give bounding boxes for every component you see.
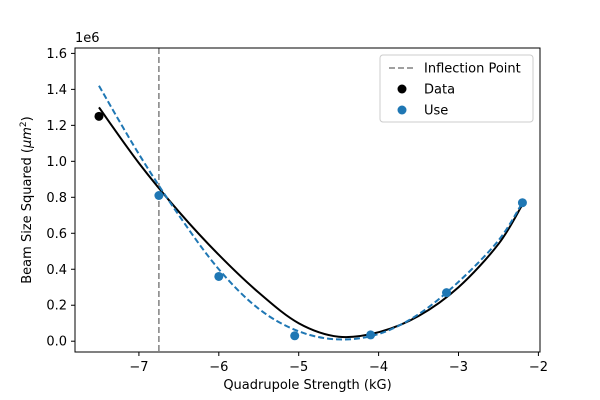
legend-label-use: Use [424, 104, 448, 119]
axes: −7 −6 −5 −4 −3 −2 0.0 0.2 0.4 0.6 0.8 1.0 1.2 1.4 1.6 1… [19, 31, 548, 393]
point-data-0 [94, 111, 104, 121]
x-tick-label: −2 [529, 360, 548, 375]
x-tick-label: −5 [289, 360, 308, 375]
point-use-3 [366, 330, 376, 340]
y-tick-label: 0.6 [46, 227, 67, 242]
plot-area [94, 48, 527, 352]
x-tick-label: −4 [369, 360, 388, 375]
y-tick-label: 1.6 [46, 47, 67, 62]
x-tick-label: −6 [209, 360, 228, 375]
y-tick-label: 0.2 [46, 299, 67, 314]
legend: Inflection Point Data Use [379, 54, 534, 123]
y-offset-text: 1e6 [75, 31, 100, 46]
y-tick-label: 0.0 [46, 335, 67, 350]
point-use-1 [214, 271, 224, 281]
y-tick-label: 1.4 [46, 83, 67, 98]
point-use-4 [442, 288, 452, 298]
fit-curve-dashed [98, 85, 524, 341]
legend-marker-use [397, 105, 407, 115]
y-tick-label: 0.4 [46, 263, 67, 278]
y-tick-label: 1.2 [46, 119, 67, 134]
plot-content [94, 48, 527, 352]
x-tick-label: −7 [129, 360, 148, 375]
legend-box [379, 54, 534, 123]
point-use-5 [517, 198, 527, 208]
point-use-2 [290, 331, 300, 341]
legend-label-inflection-point: Inflection Point [424, 62, 521, 77]
legend-label-data: Data [424, 83, 455, 98]
x-tick-label: −3 [449, 360, 468, 375]
legend-marker-data [397, 84, 407, 94]
y-tick-label: 0.8 [46, 191, 67, 206]
y-tick-label: 1.0 [46, 155, 67, 170]
point-use-0 [154, 191, 164, 201]
x-axis-label: Quadrupole Strength (kG) [223, 378, 391, 393]
axes-frame [74, 47, 541, 353]
y-axis-label: Beam Size Squared (μm2) [19, 116, 35, 283]
